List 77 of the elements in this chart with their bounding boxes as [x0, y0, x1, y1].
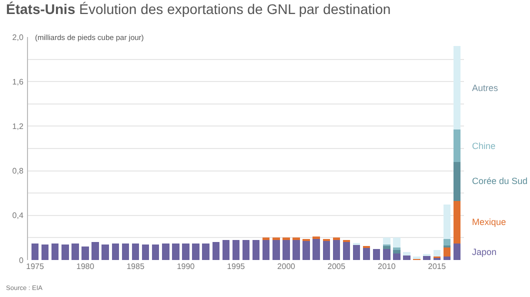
bar	[242, 240, 250, 260]
bar	[52, 243, 59, 260]
bar	[453, 46, 461, 130]
bar	[182, 243, 190, 260]
x-tick-label: 2005	[328, 262, 346, 271]
bar	[212, 242, 220, 260]
chart-subtitle: Évolution des exportations de GNL par destination	[79, 1, 391, 17]
bar	[393, 238, 400, 248]
bar	[92, 242, 99, 260]
y-tick-label: 0,8	[12, 166, 24, 176]
bar	[403, 256, 410, 260]
bar	[383, 248, 390, 260]
bar	[443, 248, 451, 257]
bar	[453, 200, 461, 244]
bar	[232, 240, 240, 260]
x-tick-label: 1985	[126, 262, 145, 271]
bar	[122, 243, 130, 260]
bar	[352, 244, 360, 260]
bar	[41, 244, 49, 260]
bar	[383, 238, 390, 244]
bar	[443, 256, 451, 260]
x-tick-label: 2010	[378, 262, 396, 271]
series-label: Mexique	[472, 217, 506, 227]
y-tick-label: 0	[18, 256, 24, 265]
x-tick-label: 2015	[428, 262, 446, 271]
series-label: Corée du Sud	[472, 176, 528, 186]
bar	[423, 256, 430, 260]
bar	[372, 248, 380, 260]
bar	[222, 240, 230, 260]
bar	[383, 246, 390, 249]
bar	[272, 240, 280, 260]
bar	[192, 243, 200, 260]
bar	[292, 240, 300, 260]
bar	[302, 238, 310, 242]
bar	[322, 241, 330, 260]
bar	[132, 243, 140, 260]
bar	[162, 243, 170, 260]
bar	[142, 244, 150, 260]
series-label: Chine	[472, 141, 496, 151]
series-label: Autres	[472, 83, 499, 93]
bar	[152, 244, 160, 260]
x-tick-label: 1980	[76, 262, 95, 271]
y-tick-label: 0,4	[12, 211, 24, 220]
bar	[393, 253, 400, 260]
bar	[282, 240, 290, 260]
bar	[453, 162, 461, 201]
bar	[62, 244, 69, 260]
x-tick-label: 2000	[277, 262, 296, 271]
y-tick-label: 1,6	[12, 77, 24, 86]
bar	[102, 244, 109, 260]
bar	[262, 240, 270, 260]
bar	[332, 240, 340, 260]
bar	[172, 243, 180, 260]
bar	[393, 250, 400, 254]
bar	[453, 243, 461, 260]
bar	[302, 241, 310, 260]
bar	[82, 246, 89, 260]
bar	[433, 250, 440, 257]
x-tick-label: 1975	[26, 262, 44, 271]
bar	[252, 240, 260, 260]
chart-title: États-Unis	[6, 1, 76, 17]
series-label: Japon	[472, 247, 497, 257]
x-tick-label: 1990	[176, 262, 196, 271]
bar	[31, 243, 39, 260]
y-tick-label: 2,0	[12, 32, 24, 42]
bar	[362, 248, 370, 260]
bar	[112, 243, 120, 260]
bar	[202, 243, 210, 260]
bar	[443, 204, 451, 239]
bar	[312, 238, 320, 260]
y-tick-label: 1,2	[12, 122, 24, 131]
bar	[72, 243, 79, 260]
bar	[342, 241, 350, 260]
bar	[443, 238, 451, 246]
bar	[403, 252, 410, 256]
bar	[453, 130, 461, 162]
x-tick-label: 1995	[227, 262, 246, 271]
